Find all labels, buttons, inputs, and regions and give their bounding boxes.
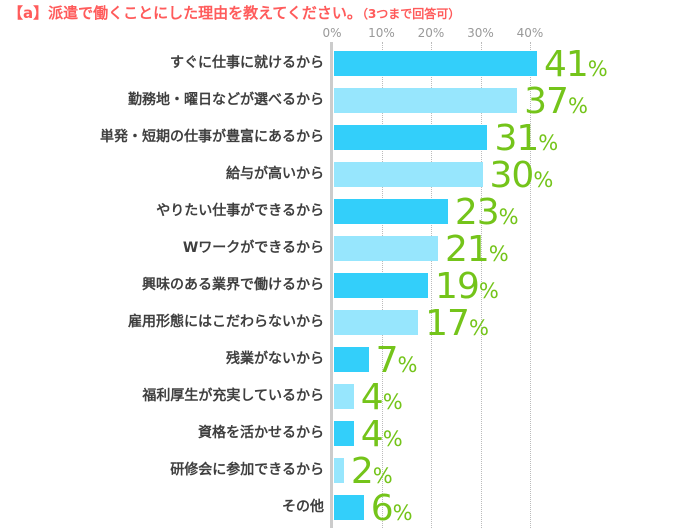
bar-row: Wワークができるから 21%: [0, 229, 696, 270]
value-percent-sign: %: [488, 242, 509, 266]
category-label: Wワークができるから: [182, 240, 324, 256]
chart-title-main: 【a】派遣で働くことにした理由を教えてください。: [8, 4, 362, 22]
gridline: [480, 42, 482, 528]
value-percent-sign: %: [533, 168, 554, 192]
value-number: 21: [444, 229, 490, 270]
value-label: 21%: [444, 229, 509, 270]
value-number: 19: [435, 266, 480, 307]
value-percent-sign: %: [538, 131, 559, 155]
bar-row: 残業がないから 7%: [0, 340, 696, 381]
value-percent-sign: %: [372, 464, 393, 488]
value-number: 17: [425, 303, 470, 344]
bar: [334, 162, 483, 187]
category-label: すぐに仕事に就けるから: [170, 55, 324, 71]
value-percent-sign: %: [382, 427, 403, 451]
gridline: [431, 42, 432, 528]
value-number: 2: [350, 451, 374, 492]
category-label: 雇用形態にはこだわらないから: [128, 314, 324, 330]
category-label: 福利厚生が充実しているから: [142, 388, 324, 404]
value-label: 23%: [454, 192, 519, 233]
value-number: 30: [489, 155, 535, 196]
value-percent-sign: %: [392, 501, 413, 525]
bar: [334, 384, 354, 409]
value-label: 17%: [425, 303, 489, 344]
x-axis-tick-label: 30%: [467, 26, 494, 40]
value-number: 4: [360, 377, 384, 418]
value-percent-sign: %: [468, 316, 489, 340]
value-label: 19%: [435, 266, 499, 307]
bar-row: 興味のある業界で働けるから 19%: [0, 266, 696, 307]
chart-rows: すぐに仕事に就けるから 41% 勤務地・曜日などが選べるから 37% 単発・短期の仕事が…: [0, 44, 696, 529]
value-number: 4: [360, 414, 384, 455]
value-percent-sign: %: [567, 94, 588, 118]
category-label: 勤務地・曜日などが選べるから: [128, 92, 324, 108]
value-percent-sign: %: [498, 205, 519, 229]
bar-row: 単発・短期の仕事が豊富にあるから 31%: [0, 118, 696, 159]
bar-row: その他 6%: [0, 488, 696, 529]
bar: [334, 88, 518, 113]
value-percent-sign: %: [587, 57, 608, 81]
value-percent-sign: %: [478, 279, 499, 303]
bar: [334, 51, 537, 76]
bar-row: 福利厚生が充実しているから 4%: [0, 377, 696, 418]
category-label: 残業がないから: [226, 351, 324, 367]
bar: [334, 347, 369, 372]
bar: [334, 458, 344, 483]
value-label: 30%: [489, 155, 554, 196]
category-label: 研修会に参加できるから: [170, 462, 324, 478]
value-label: 31%: [494, 118, 559, 159]
category-label: やりたい仕事ができるから: [156, 203, 324, 219]
value-label: 4%: [360, 377, 403, 418]
value-number: 7: [375, 340, 399, 381]
value-label: 4%: [360, 414, 403, 455]
bar: [334, 199, 448, 224]
bar: [334, 495, 364, 520]
x-axis-tick-label: 10%: [368, 26, 395, 40]
category-label: 興味のある業界で働けるから: [142, 277, 324, 293]
category-label: 給与が高いから: [226, 166, 324, 182]
value-percent-sign: %: [397, 353, 418, 377]
chart-title: 【a】派遣で働くことにした理由を教えてください。（3つまで回答可）: [8, 3, 460, 24]
value-number: 6: [370, 488, 394, 529]
x-axis-tick-label: 40%: [516, 26, 544, 40]
value-number: 23: [454, 192, 500, 233]
bar-row: 勤務地・曜日などが選べるから 37%: [0, 81, 696, 122]
chart-title-note: （3つまで回答可）: [361, 7, 461, 21]
bar: [334, 236, 438, 261]
bar: [334, 273, 429, 298]
bar-row: 給与が高いから 30%: [0, 155, 696, 196]
bar-row: 研修会に参加できるから 2%: [0, 451, 696, 492]
category-label: 単発・短期の仕事が豊富にあるから: [100, 129, 324, 145]
bar: [334, 421, 354, 446]
gridline: [530, 42, 531, 528]
value-label: 2%: [350, 451, 393, 492]
bar-row: すぐに仕事に就けるから 41%: [0, 44, 696, 85]
value-number: 31: [494, 118, 539, 159]
value-label: 6%: [370, 488, 413, 529]
x-axis-tick-label: 20%: [417, 26, 445, 40]
bar-row: 雇用形態にはこだわらないから 17%: [0, 303, 696, 344]
x-axis-tick-label: 0%: [322, 26, 342, 40]
category-label: 資格を活かせるから: [198, 425, 324, 441]
y-axis-line: [330, 42, 333, 528]
value-percent-sign: %: [382, 390, 403, 414]
value-label: 41%: [543, 44, 608, 85]
bar-row: 資格を活かせるから 4%: [0, 414, 696, 455]
value-label: 37%: [524, 81, 588, 122]
value-number: 37: [524, 81, 569, 122]
bar: [334, 125, 488, 150]
value-number: 41: [543, 44, 589, 85]
bar: [334, 310, 419, 335]
bar-row: やりたい仕事ができるから 23%: [0, 192, 696, 233]
value-label: 7%: [375, 340, 418, 381]
category-label: その他: [282, 499, 324, 515]
